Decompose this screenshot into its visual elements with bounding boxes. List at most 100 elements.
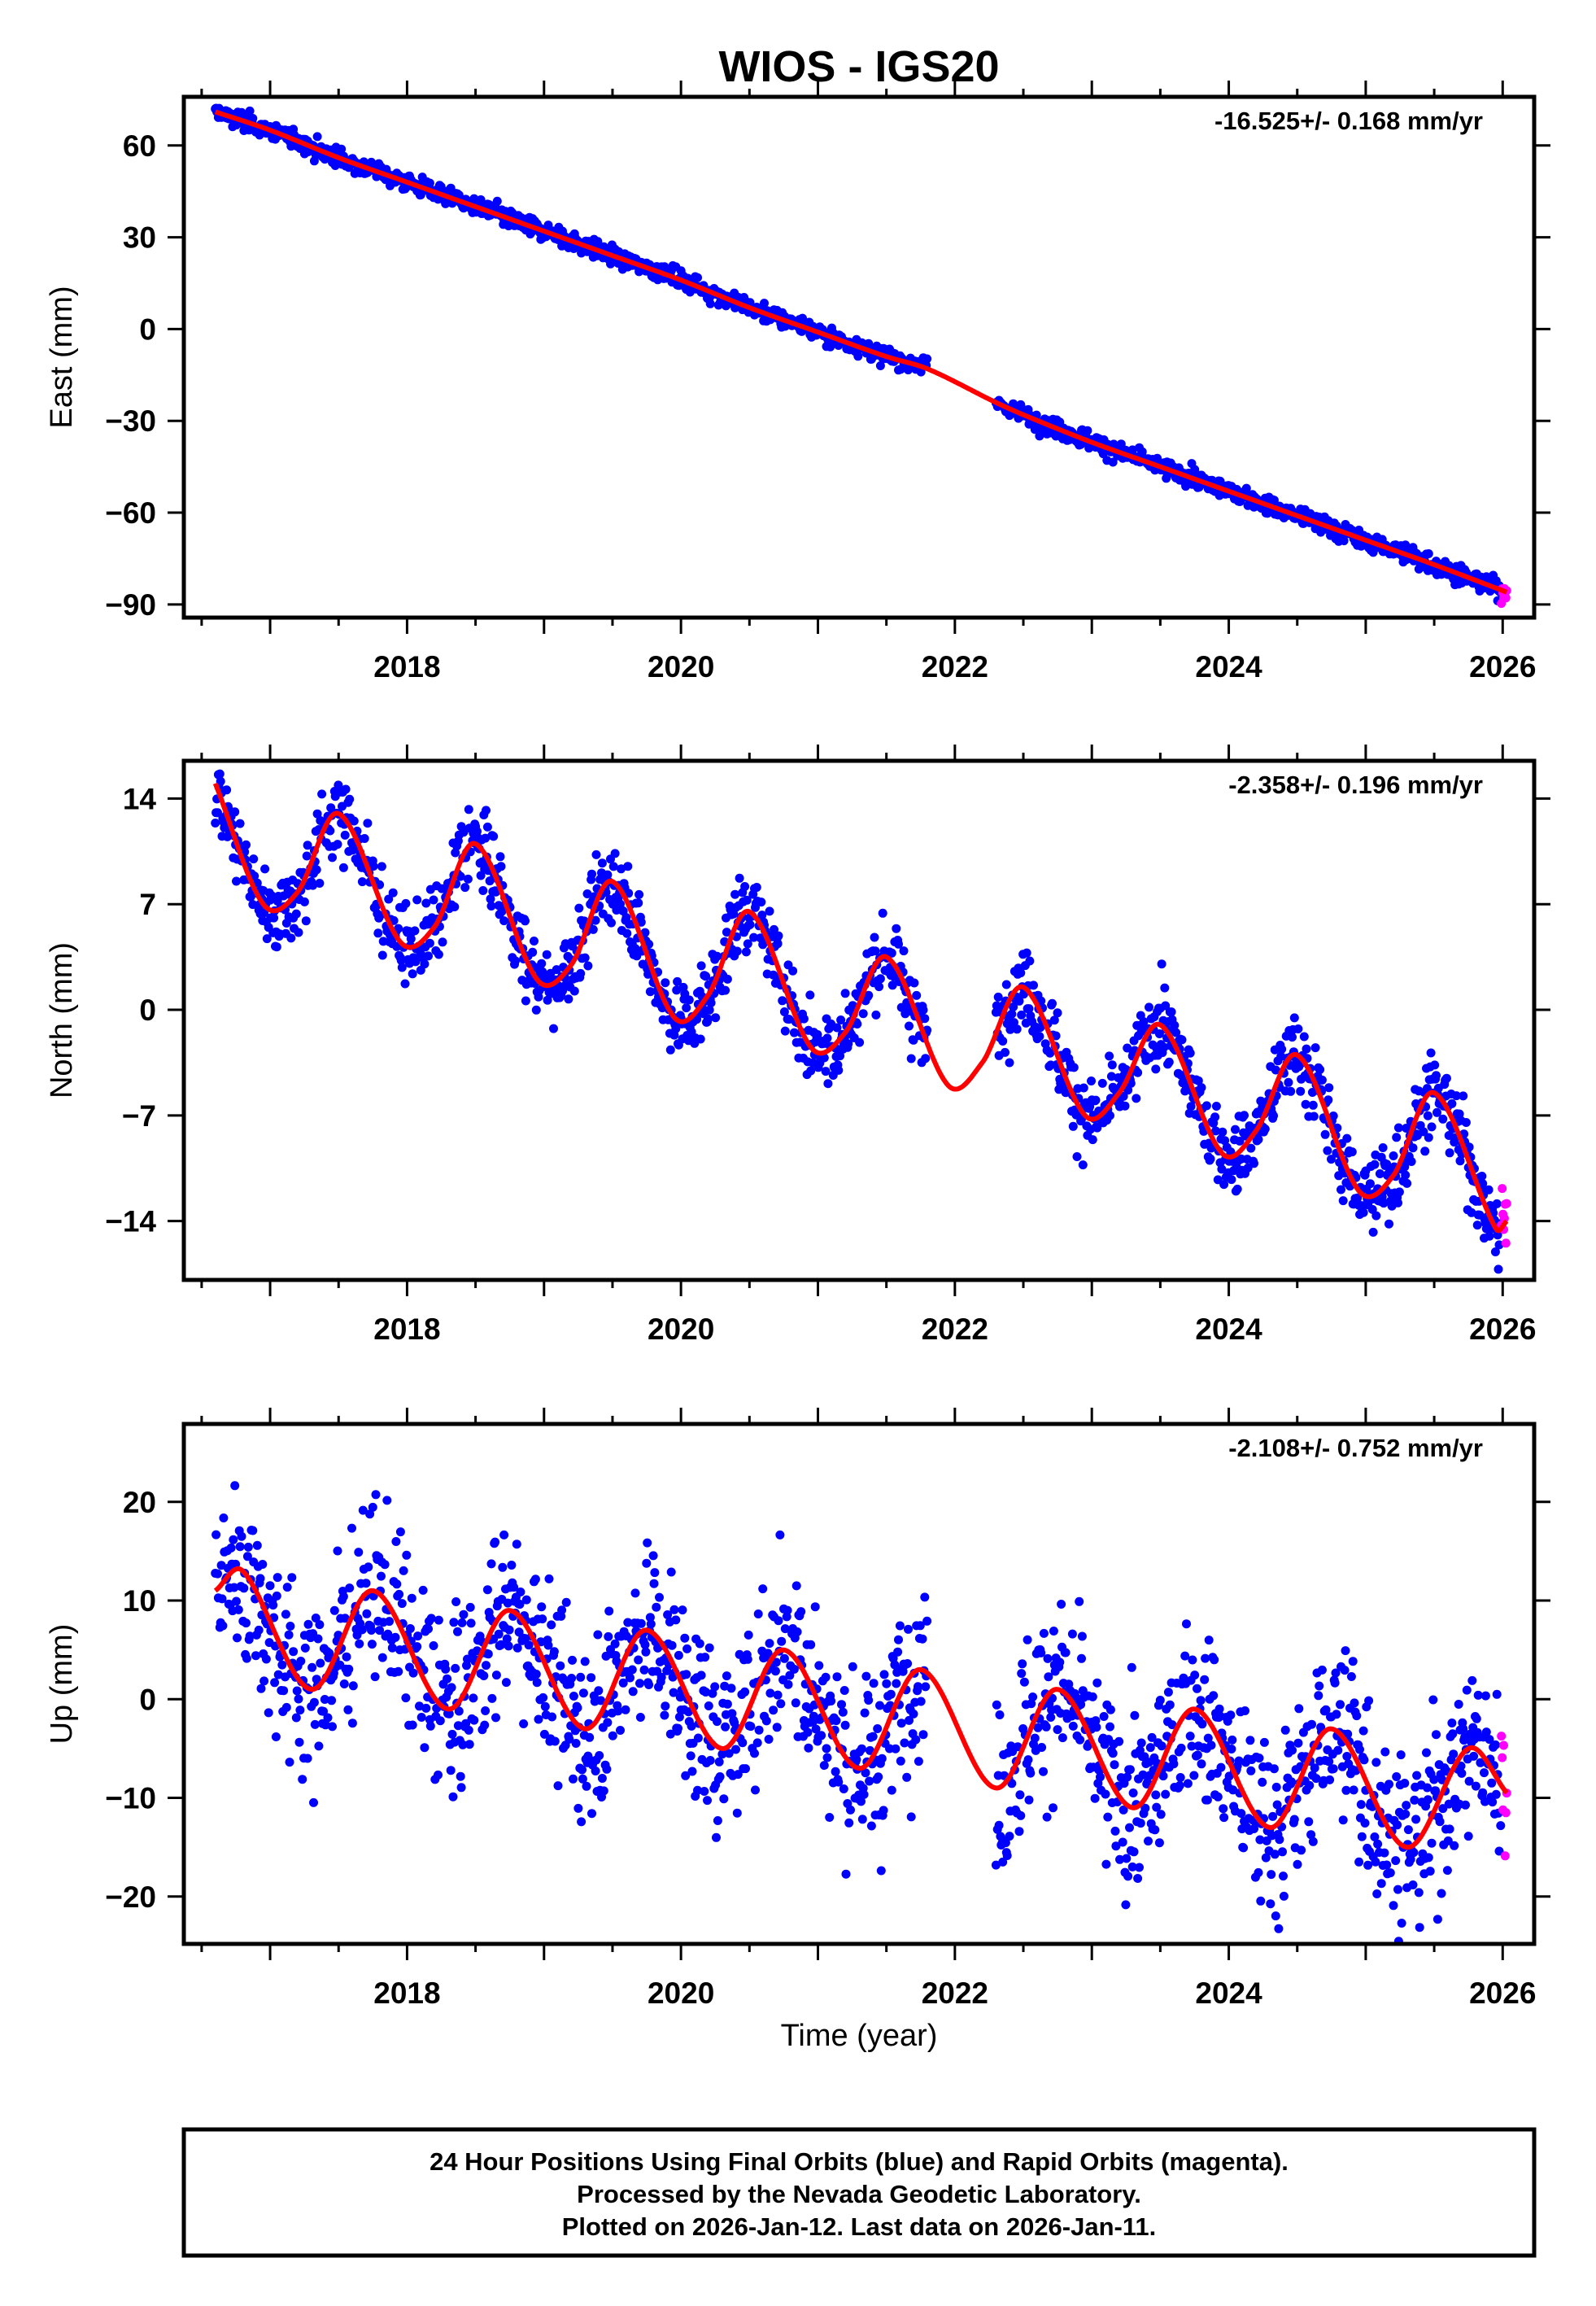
final-orbit-point — [665, 1729, 675, 1739]
final-orbit-point — [1164, 1057, 1174, 1067]
final-orbit-point — [1121, 1900, 1131, 1910]
final-orbit-point — [810, 1602, 820, 1612]
final-orbit-point — [1382, 1860, 1392, 1870]
final-orbit-point — [894, 939, 903, 949]
final-orbit-point — [1001, 1838, 1010, 1848]
final-orbit-point — [1127, 1662, 1136, 1672]
final-orbit-point — [1457, 1768, 1467, 1778]
final-orbit-point — [1068, 1121, 1078, 1131]
final-orbit-point — [838, 1707, 848, 1717]
final-orbit-point — [1389, 1151, 1398, 1160]
final-orbit-point — [272, 942, 281, 952]
final-orbit-point — [780, 1026, 790, 1036]
final-orbit-point — [543, 1640, 553, 1650]
final-orbit-point — [444, 1709, 454, 1719]
final-orbit-point — [752, 1738, 762, 1748]
final-orbit-point — [835, 1051, 845, 1061]
final-orbit-point — [853, 352, 863, 361]
final-orbit-point — [994, 1820, 1004, 1830]
final-orbit-point — [391, 1537, 401, 1546]
final-orbit-point — [743, 1654, 752, 1664]
final-orbit-point — [864, 990, 874, 1000]
final-orbit-point — [481, 1706, 491, 1715]
final-orbit-point — [799, 1014, 809, 1024]
final-orbit-point — [337, 144, 347, 154]
final-orbit-point — [1125, 1765, 1135, 1775]
final-orbit-point — [443, 1674, 452, 1684]
final-orbit-point — [252, 1540, 262, 1550]
final-orbit-point — [284, 1630, 294, 1640]
final-orbit-point — [821, 1067, 831, 1077]
final-orbit-point — [921, 1682, 931, 1692]
final-orbit-point — [866, 1821, 876, 1831]
final-orbit-point — [429, 1641, 438, 1650]
final-orbit-point — [479, 1671, 489, 1680]
final-orbit-point — [1092, 1123, 1102, 1133]
final-orbit-point — [1183, 1779, 1193, 1788]
final-orbit-point — [426, 1614, 436, 1623]
final-orbit-point — [499, 1530, 509, 1540]
final-orbit-point — [216, 776, 225, 786]
final-orbit-point — [1211, 1126, 1220, 1136]
final-orbit-point — [903, 1659, 913, 1668]
final-orbit-point — [1370, 1160, 1380, 1169]
final-orbit-point — [394, 924, 403, 933]
final-orbit-point — [1154, 1838, 1164, 1848]
final-orbit-point — [530, 937, 539, 946]
final-orbit-point — [512, 1540, 521, 1549]
final-orbit-point — [395, 1589, 404, 1599]
final-orbit-point — [1254, 1867, 1263, 1877]
final-orbit-point — [655, 1592, 664, 1602]
final-orbit-point — [608, 862, 618, 871]
final-orbit-point — [312, 809, 322, 819]
final-orbit-point — [1092, 1723, 1101, 1732]
final-orbit-point — [1315, 1681, 1324, 1691]
final-orbit-point — [412, 895, 422, 905]
final-orbit-point — [875, 974, 885, 984]
final-orbit-point — [648, 1551, 658, 1561]
final-orbit-point — [1271, 1911, 1280, 1921]
final-orbit-point — [846, 1805, 855, 1815]
final-orbit-point — [1015, 1790, 1025, 1800]
final-orbit-point — [1029, 980, 1038, 990]
final-orbit-point — [1380, 1747, 1390, 1757]
final-orbit-point — [1167, 1720, 1177, 1730]
final-orbit-point — [1143, 1778, 1153, 1787]
final-orbit-point — [405, 1624, 415, 1633]
final-orbit-point — [877, 1754, 887, 1763]
final-orbit-point — [635, 1679, 644, 1688]
final-orbit-point — [603, 870, 613, 880]
final-orbit-point — [841, 1869, 851, 1879]
final-orbit-point — [292, 1686, 302, 1696]
final-orbit-point — [674, 1650, 683, 1660]
final-orbit-point — [757, 911, 767, 920]
final-orbit-point — [920, 1592, 930, 1602]
final-orbit-point — [532, 1678, 542, 1688]
final-orbit-point — [1024, 1004, 1034, 1014]
final-orbit-point — [509, 1583, 519, 1592]
final-orbit-point — [1122, 1854, 1132, 1863]
final-orbit-point — [406, 934, 416, 944]
final-orbit-point — [243, 1542, 253, 1552]
final-orbit-point — [1305, 1780, 1315, 1790]
final-orbit-point — [1422, 1748, 1431, 1758]
final-orbit-point — [643, 1538, 652, 1548]
final-orbit-point — [993, 992, 1003, 1002]
x-tick-label: 2026 — [1469, 1976, 1536, 2010]
final-orbit-point — [1123, 1085, 1133, 1095]
final-orbit-point — [1219, 1813, 1229, 1823]
final-orbit-point — [1231, 1125, 1240, 1134]
final-orbit-point — [483, 1649, 493, 1659]
final-orbit-point — [844, 1039, 853, 1049]
final-orbit-point — [1456, 1761, 1466, 1771]
final-orbit-point — [268, 1601, 278, 1610]
final-orbit-point — [1185, 1048, 1195, 1058]
final-orbit-point — [860, 1708, 870, 1718]
final-orbit-point — [1349, 1785, 1358, 1795]
final-orbit-point — [494, 1629, 504, 1639]
final-orbit-point — [1083, 426, 1092, 435]
final-orbit-point — [1393, 1123, 1403, 1133]
final-orbit-point — [574, 903, 584, 913]
final-orbit-point — [1321, 1705, 1331, 1714]
final-orbit-point — [1278, 1847, 1287, 1857]
